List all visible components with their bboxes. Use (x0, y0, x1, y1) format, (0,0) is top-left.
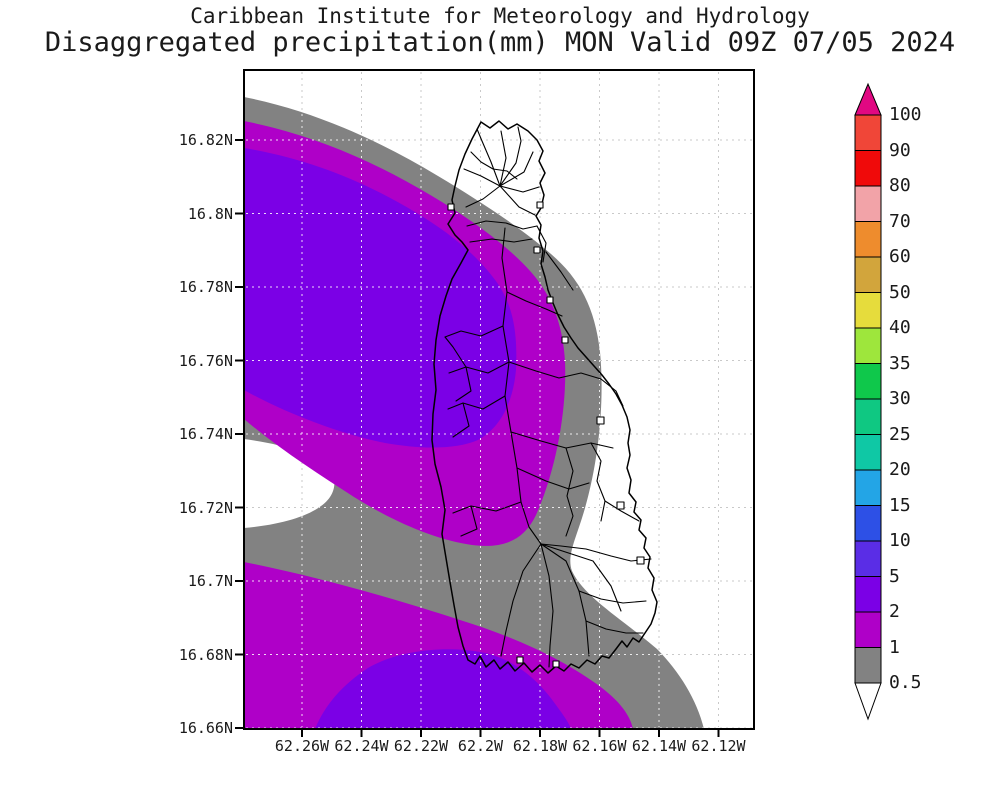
colorbar-segment (854, 398, 882, 435)
lon-tick-label: 62.26W (274, 737, 330, 755)
colorbar-segment (854, 292, 882, 329)
lat-tick-label: 16.8N (187, 204, 233, 223)
colorbar-tick-label: 35 (889, 352, 911, 374)
island-layer (431, 120, 658, 674)
colorbar-tick-label: 100 (889, 104, 922, 125)
colorbar-tick-label: 50 (889, 281, 911, 303)
lon-tick-label: 62.24W (334, 737, 389, 755)
colorbar-tick-label: 10 (889, 530, 911, 551)
colorbar-tick-label: 2 (889, 601, 900, 622)
lon-tick-label: 62.16W (572, 737, 627, 755)
colorbar-segment (854, 327, 882, 364)
colorbar-segment (854, 434, 882, 471)
colorbar-segment (854, 114, 882, 151)
colorbar-segment (854, 221, 882, 258)
colorbar-tick-label: 15 (889, 494, 911, 516)
colorbar-tick-label: 25 (889, 423, 911, 445)
colorbar-tick-label: 0.5 (889, 672, 922, 693)
colorbar-tick-label: 20 (889, 459, 911, 480)
colorbar-segment (854, 647, 882, 684)
lat-tick-label: 16.72N (178, 498, 233, 517)
colorbar-segment (854, 505, 882, 542)
colorbar-arrow-below-min (854, 682, 882, 721)
colorbar-segment (854, 150, 882, 187)
colorbar-tick-label: 90 (889, 139, 911, 161)
colorbar-segment (854, 363, 882, 400)
lat-tick-label: 16.76N (178, 351, 233, 370)
colorbar-tick-label: 80 (889, 175, 911, 196)
lon-tick-label: 62.2W (457, 737, 504, 755)
colorbar-arrow-above-max (854, 82, 882, 116)
colorbar-segment (854, 256, 882, 293)
institute-title: Caribbean Institute for Meteorology and … (190, 4, 810, 28)
lat-tick-label: 16.66N (178, 719, 233, 737)
lon-tick-label: 62.12W (691, 737, 746, 755)
product-title: Disaggregated precipitation(mm) MON Vali… (44, 27, 956, 58)
colorbar-segment (854, 576, 882, 613)
lat-tick-label: 16.78N (178, 278, 233, 296)
colorbar-segment (854, 185, 882, 222)
colorbar-segment (854, 540, 882, 577)
colorbar-segment (854, 611, 882, 648)
lon-tick-label: 62.22W (393, 737, 449, 755)
island-coastline (431, 120, 658, 674)
lat-tick-label: 16.82N (178, 131, 233, 149)
colorbar-tick-label: 5 (889, 565, 900, 587)
colorbar-tick-label: 40 (889, 317, 911, 338)
lat-tick-label: 16.68N (178, 645, 233, 664)
precip-bands (244, 97, 704, 729)
colorbar-tick-label: 1 (889, 636, 900, 658)
colorbar-segment (854, 469, 882, 506)
colorbar-tick-label: 70 (889, 210, 911, 232)
axis-ticks (235, 139, 720, 737)
lat-tick-label: 16.7N (187, 572, 233, 590)
colorbar-tick-label: 30 (889, 388, 911, 409)
lat-tick-label: 16.74N (178, 425, 233, 443)
colorbar (854, 82, 882, 721)
lon-tick-label: 62.18W (512, 737, 568, 755)
watershed-boundaries (444, 126, 652, 668)
coast-square-markers (447, 201, 645, 668)
lon-tick-label: 62.14W (631, 737, 687, 755)
colorbar-tick-label: 60 (889, 246, 911, 267)
band-2-5mm-south (315, 649, 571, 729)
plot-frame (243, 69, 755, 730)
band-2-5mm-nw (244, 148, 517, 448)
